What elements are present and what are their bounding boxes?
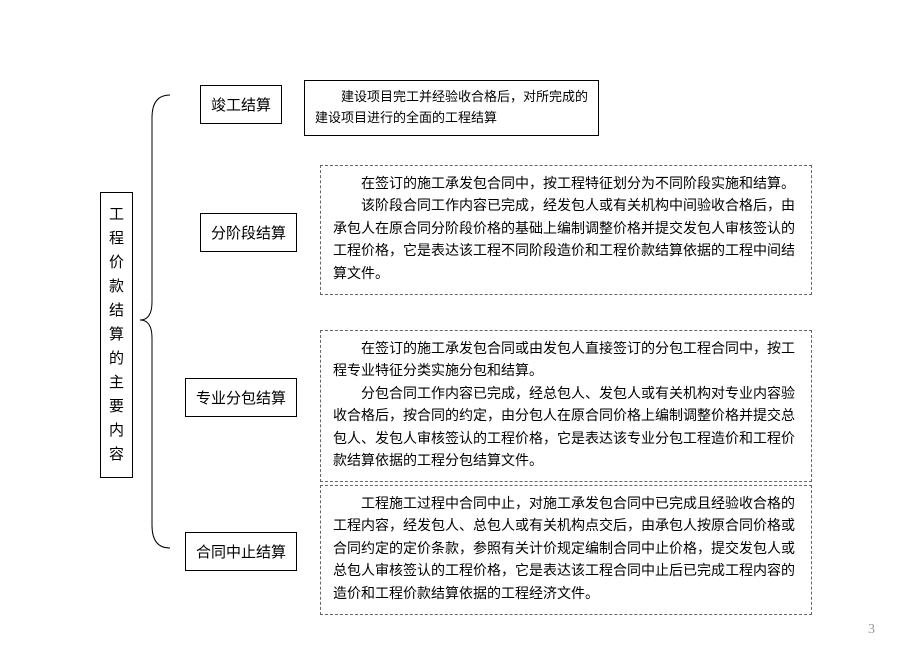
branch-label-b2: 分阶段结算 xyxy=(200,213,297,252)
desc-paragraph: 在签订的施工承发包合同或由发包人直接签订的分包工程合同中，按工程专业特征分类实施… xyxy=(333,339,799,384)
branch-desc-b4: 工程施工过程中合同中止，对施工承发包合同中已完成且经验收合格的工程内容，经发包人… xyxy=(320,485,812,615)
branch-label-text: 专业分包结算 xyxy=(196,391,286,407)
branch-label-text: 竣工结算 xyxy=(211,98,271,114)
desc-paragraph: 工程施工过程中合同中止，对施工承发包合同中已完成且经验收合格的工程内容，经发包人… xyxy=(333,494,799,606)
branch-desc-b1: 建设项目完工并经验收合格后，对所完成的建设项目进行的全面的工程结算 xyxy=(304,80,599,136)
desc-paragraph: 在签订的施工承发包合同中，按工程特征划分为不同阶段实施和结算。 xyxy=(333,174,799,196)
root-title-text: 工程价款结算的主要内容 xyxy=(109,203,124,467)
branch-label-b3: 专业分包结算 xyxy=(185,378,297,417)
branch-label-text: 分阶段结算 xyxy=(211,226,286,242)
branch-label-b1: 竣工结算 xyxy=(200,85,282,124)
branch-label-text: 合同中止结算 xyxy=(196,545,286,561)
desc-paragraph: 建设项目完工并经验收合格后，对所完成的建设项目进行的全面的工程结算 xyxy=(315,87,588,129)
branch-label-b4: 合同中止结算 xyxy=(185,532,297,571)
brace-connector xyxy=(140,95,180,558)
page-number: 3 xyxy=(868,622,875,638)
branch-desc-b2: 在签订的施工承发包合同中，按工程特征划分为不同阶段实施和结算。该阶段合同工作内容… xyxy=(320,165,812,295)
branch-desc-b3: 在签订的施工承发包合同或由发包人直接签订的分包工程合同中，按工程专业特征分类实施… xyxy=(320,330,812,482)
desc-paragraph: 该阶段合同工作内容已完成，经发包人或有关机构中间验收合格后，由承包人在原合同分阶… xyxy=(333,196,799,286)
desc-paragraph: 分包合同工作内容已完成，经总包人、发包人或有关机构对专业内容验收合格后，按合同的… xyxy=(333,384,799,474)
brace-path xyxy=(140,95,170,548)
root-label: 工程价款结算的主要内容 xyxy=(100,192,133,478)
